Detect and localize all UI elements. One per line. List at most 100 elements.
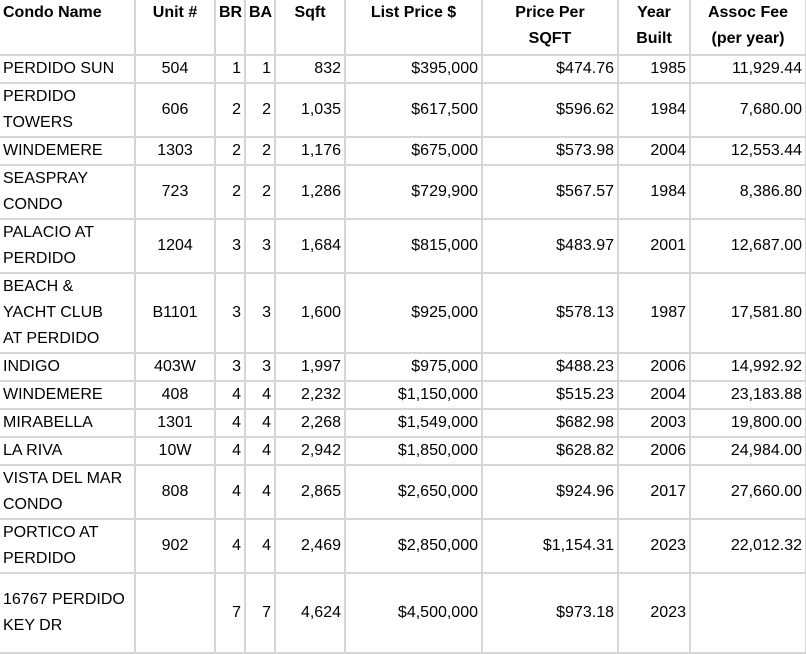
cell-condo-name: WINDEMERE (0, 136, 136, 166)
cell-sqft: 2,865 (274, 464, 346, 520)
cell-list-price: $1,850,000 (344, 436, 483, 466)
cell-sqft: 1,035 (274, 82, 346, 138)
cell-unit: 606 (134, 82, 216, 138)
cell-br: 3 (214, 218, 246, 274)
cell-condo-name: SEASPRAY CONDO (0, 164, 136, 220)
header-assoc-fee: Assoc Fee (per year) (689, 0, 806, 56)
cell-list-price: $617,500 (344, 82, 483, 138)
header-price-per-sqft: Price Per SQFT (481, 0, 619, 56)
cell-year-built: 1984 (617, 82, 691, 138)
cell-list-price: $2,850,000 (344, 518, 483, 574)
cell-price-per-sqft: $682.98 (481, 408, 619, 438)
cell-year-built: 2017 (617, 464, 691, 520)
cell-sqft: 1,684 (274, 218, 346, 274)
cell-condo-name: BEACH & YACHT CLUB AT PERDIDO (0, 272, 136, 354)
cell-sqft: 1,176 (274, 136, 346, 166)
cell-ba: 1 (244, 54, 276, 84)
cell-condo-name: PALACIO AT PERDIDO (0, 218, 136, 274)
cell-year-built: 2006 (617, 352, 691, 382)
cell-ba: 4 (244, 436, 276, 466)
cell-ba: 3 (244, 272, 276, 354)
cell-year-built: 2001 (617, 218, 691, 274)
table-row: PERDIDO TOWERS 606 2 2 1,035 $617,500 $596.62 1… (0, 82, 806, 138)
cell-list-price: $1,549,000 (344, 408, 483, 438)
cell-br: 1 (214, 54, 246, 84)
cell-unit: 408 (134, 380, 216, 410)
cell-year-built: 1987 (617, 272, 691, 354)
cell-year-built: 2004 (617, 136, 691, 166)
cell-br: 3 (214, 352, 246, 382)
header-unit: Unit # (134, 0, 216, 56)
table-row: SEASPRAY CONDO 723 2 2 1,286 $729,900 $567.57 1… (0, 164, 806, 220)
table-row: MIRABELLA 1301 4 4 2,268 $1,549,000 $682.98 200… (0, 408, 806, 438)
cell-br: 4 (214, 518, 246, 574)
cell-ba: 2 (244, 82, 276, 138)
cell-assoc-fee: 7,680.00 (689, 82, 806, 138)
cell-unit: 403W (134, 352, 216, 382)
header-row: Condo Name Unit # BR BA Sqft List Price $ Pric… (0, 0, 806, 56)
cell-price-per-sqft: $483.97 (481, 218, 619, 274)
cell-condo-name: PERDIDO SUN (0, 54, 136, 84)
cell-price-per-sqft: $578.13 (481, 272, 619, 354)
cell-list-price: $675,000 (344, 136, 483, 166)
cell-assoc-fee: 24,984.00 (689, 436, 806, 466)
cell-list-price: $4,500,000 (344, 572, 483, 654)
cell-year-built: 2023 (617, 572, 691, 654)
cell-year-built: 2006 (617, 436, 691, 466)
cell-ba: 2 (244, 164, 276, 220)
cell-unit: 10W (134, 436, 216, 466)
cell-list-price: $925,000 (344, 272, 483, 354)
table-row: INDIGO 403W 3 3 1,997 $975,000 $488.23 2006 14,9… (0, 352, 806, 382)
cell-unit: 808 (134, 464, 216, 520)
cell-ba: 4 (244, 518, 276, 574)
cell-condo-name: LA RIVA (0, 436, 136, 466)
cell-unit: 1303 (134, 136, 216, 166)
cell-sqft: 2,232 (274, 380, 346, 410)
cell-br: 3 (214, 272, 246, 354)
cell-br: 2 (214, 82, 246, 138)
cell-sqft: 4,624 (274, 572, 346, 654)
table-row: WINDEMERE 1303 2 2 1,176 $675,000 $573.98 2004 1… (0, 136, 806, 166)
cell-condo-name: VISTA DEL MAR CONDO (0, 464, 136, 520)
cell-year-built: 2023 (617, 518, 691, 574)
cell-assoc-fee: 17,581.80 (689, 272, 806, 354)
cell-br: 7 (214, 572, 246, 654)
table-row: 16767 PERDIDO KEY DR 7 7 4,624 $4,500,000 $97… (0, 572, 806, 654)
cell-assoc-fee: 12,553.44 (689, 136, 806, 166)
cell-list-price: $2,650,000 (344, 464, 483, 520)
header-condo-name: Condo Name (0, 0, 136, 56)
cell-unit: 1301 (134, 408, 216, 438)
cell-ba: 7 (244, 572, 276, 654)
cell-unit: B1101 (134, 272, 216, 354)
cell-assoc-fee: 12,687.00 (689, 218, 806, 274)
cell-sqft: 2,942 (274, 436, 346, 466)
cell-br: 4 (214, 436, 246, 466)
cell-price-per-sqft: $515.23 (481, 380, 619, 410)
cell-condo-name: WINDEMERE (0, 380, 136, 410)
cell-year-built: 2004 (617, 380, 691, 410)
table-row: VISTA DEL MAR CONDO 808 4 4 2,865 $2,650,000 $… (0, 464, 806, 520)
cell-sqft: 2,268 (274, 408, 346, 438)
cell-sqft: 1,997 (274, 352, 346, 382)
header-sqft: Sqft (274, 0, 346, 56)
cell-sqft: 2,469 (274, 518, 346, 574)
cell-sqft: 1,600 (274, 272, 346, 354)
cell-ba: 3 (244, 218, 276, 274)
header-list-price: List Price $ (344, 0, 483, 56)
table-row: PERDIDO SUN 504 1 1 832 $395,000 $474.76 1985 11… (0, 54, 806, 84)
cell-ba: 3 (244, 352, 276, 382)
cell-sqft: 1,286 (274, 164, 346, 220)
cell-assoc-fee: 23,183.88 (689, 380, 806, 410)
header-year-built: Year Built (617, 0, 691, 56)
cell-ba: 4 (244, 408, 276, 438)
cell-unit: 723 (134, 164, 216, 220)
cell-year-built: 1985 (617, 54, 691, 84)
cell-year-built: 1984 (617, 164, 691, 220)
cell-unit: 902 (134, 518, 216, 574)
cell-unit: 504 (134, 54, 216, 84)
cell-condo-name: PORTICO AT PERDIDO (0, 518, 136, 574)
cell-condo-name: 16767 PERDIDO KEY DR (0, 572, 136, 654)
cell-year-built: 2003 (617, 408, 691, 438)
cell-price-per-sqft: $924.96 (481, 464, 619, 520)
cell-ba: 2 (244, 136, 276, 166)
